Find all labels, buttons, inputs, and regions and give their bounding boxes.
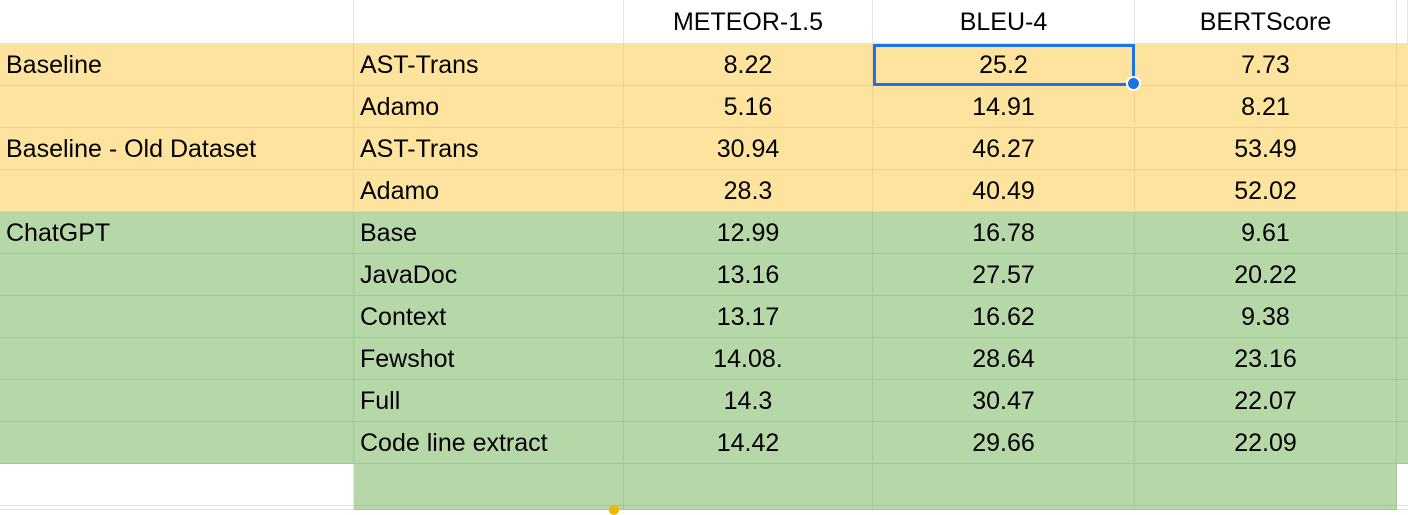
bleu-cell[interactable]: 16.62 — [873, 296, 1135, 338]
group-cell[interactable] — [0, 86, 354, 128]
group-cell[interactable] — [0, 338, 354, 380]
empty-cell[interactable] — [1135, 506, 1397, 510]
meteor-cell[interactable]: 14.08. — [624, 338, 873, 380]
empty-cell[interactable] — [1397, 128, 1408, 170]
bertscore-cell[interactable]: 9.38 — [1135, 296, 1397, 338]
collaborator-cursor-dot — [609, 505, 619, 515]
group-cell[interactable] — [0, 170, 354, 212]
empty-cell[interactable] — [873, 464, 1135, 506]
bertscore-cell[interactable]: 20.22 — [1135, 254, 1397, 296]
selected-cell[interactable]: 25.2 — [873, 44, 1135, 86]
meteor-cell[interactable]: 8.22 — [624, 44, 873, 86]
empty-cell[interactable] — [1397, 380, 1408, 422]
empty-cell[interactable] — [624, 464, 873, 506]
model-cell[interactable]: Full — [354, 380, 624, 422]
model-cell[interactable]: Context — [354, 296, 624, 338]
empty-cell[interactable] — [873, 506, 1135, 510]
meteor-cell[interactable]: 30.94 — [624, 128, 873, 170]
model-cell[interactable]: Base — [354, 212, 624, 254]
bertscore-cell[interactable]: 8.21 — [1135, 86, 1397, 128]
bleu-cell[interactable]: 40.49 — [873, 170, 1135, 212]
empty-cell[interactable] — [624, 506, 873, 510]
bertscore-cell[interactable]: 22.09 — [1135, 422, 1397, 464]
empty-cell[interactable] — [0, 464, 354, 506]
group-cell[interactable]: Baseline - Old Dataset — [0, 128, 354, 170]
column-header-cell[interactable]: BLEU-4 — [873, 0, 1135, 44]
empty-cell[interactable] — [1397, 254, 1408, 296]
empty-cell[interactable] — [354, 506, 624, 510]
group-cell[interactable]: ChatGPT — [0, 212, 354, 254]
bleu-cell[interactable]: 46.27 — [873, 128, 1135, 170]
model-cell[interactable]: Code line extract — [354, 422, 624, 464]
model-cell[interactable]: Adamo — [354, 170, 624, 212]
bertscore-cell[interactable]: 52.02 — [1135, 170, 1397, 212]
meteor-cell[interactable]: 13.16 — [624, 254, 873, 296]
model-cell[interactable]: Adamo — [354, 86, 624, 128]
column-header-cell[interactable] — [354, 0, 624, 44]
column-header-cell[interactable]: BERTScore — [1135, 0, 1397, 44]
meteor-cell[interactable]: 13.17 — [624, 296, 873, 338]
bleu-cell[interactable]: 16.78 — [873, 212, 1135, 254]
meteor-cell[interactable]: 28.3 — [624, 170, 873, 212]
bertscore-cell[interactable]: 7.73 — [1135, 44, 1397, 86]
empty-cell[interactable] — [1397, 44, 1408, 86]
model-cell[interactable]: JavaDoc — [354, 254, 624, 296]
column-header-cell[interactable] — [1397, 0, 1408, 44]
fill-handle[interactable] — [1126, 76, 1141, 91]
group-cell[interactable] — [0, 380, 354, 422]
model-cell[interactable]: AST-Trans — [354, 44, 624, 86]
meteor-cell[interactable]: 12.99 — [624, 212, 873, 254]
group-cell[interactable] — [0, 254, 354, 296]
empty-cell[interactable] — [1397, 422, 1408, 464]
bleu-cell[interactable]: 28.64 — [873, 338, 1135, 380]
empty-cell[interactable] — [1397, 338, 1408, 380]
bertscore-cell[interactable]: 23.16 — [1135, 338, 1397, 380]
empty-cell[interactable] — [1397, 212, 1408, 254]
bleu-cell[interactable]: 27.57 — [873, 254, 1135, 296]
empty-cell[interactable] — [0, 506, 354, 510]
model-cell[interactable]: AST-Trans — [354, 128, 624, 170]
empty-cell[interactable] — [354, 464, 624, 506]
group-cell[interactable]: Baseline — [0, 44, 354, 86]
column-header-cell[interactable]: METEOR-1.5 — [624, 0, 873, 44]
bertscore-cell[interactable]: 22.07 — [1135, 380, 1397, 422]
group-cell[interactable] — [0, 296, 354, 338]
meteor-cell[interactable]: 5.16 — [624, 86, 873, 128]
bleu-cell[interactable]: 30.47 — [873, 380, 1135, 422]
meteor-cell[interactable]: 14.42 — [624, 422, 873, 464]
group-cell[interactable] — [0, 422, 354, 464]
column-header-cell[interactable] — [0, 0, 354, 44]
bleu-cell[interactable]: 14.91 — [873, 86, 1135, 128]
empty-cell[interactable] — [1397, 464, 1408, 506]
bleu-cell[interactable]: 29.66 — [873, 422, 1135, 464]
bertscore-cell[interactable]: 9.61 — [1135, 212, 1397, 254]
bertscore-cell[interactable]: 53.49 — [1135, 128, 1397, 170]
empty-cell[interactable] — [1397, 296, 1408, 338]
meteor-cell[interactable]: 14.3 — [624, 380, 873, 422]
empty-cell[interactable] — [1397, 506, 1408, 510]
empty-cell[interactable] — [1135, 464, 1397, 506]
empty-cell[interactable] — [1397, 170, 1408, 212]
model-cell[interactable]: Fewshot — [354, 338, 624, 380]
empty-cell[interactable] — [1397, 86, 1408, 128]
